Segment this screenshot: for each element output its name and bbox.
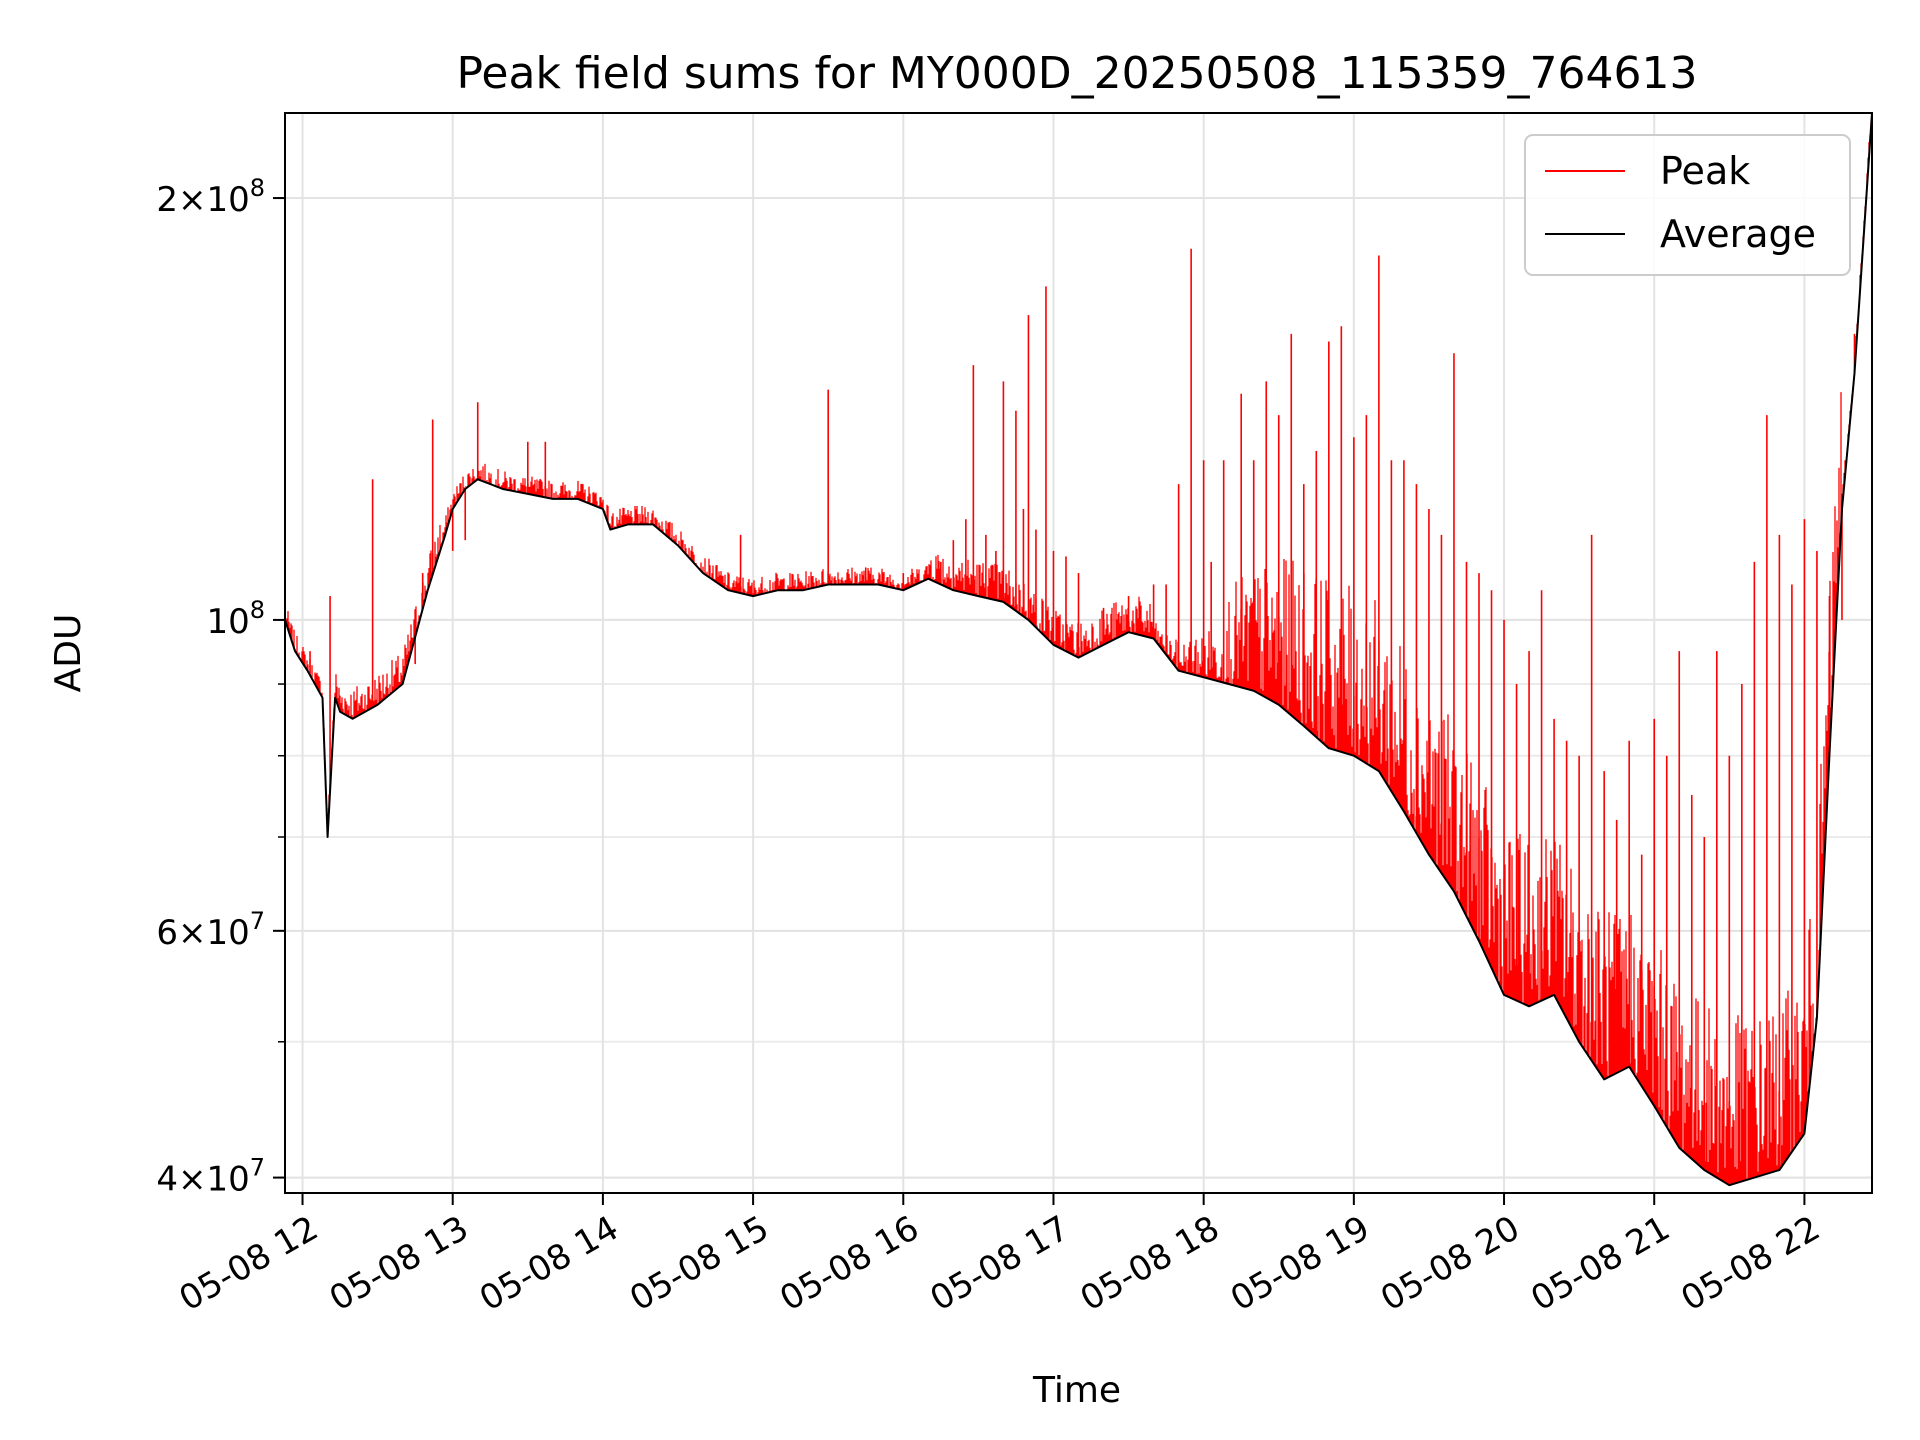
y-axis: 4×107 6×107 108 2×108 [156,174,285,1200]
legend: Peak Average [1524,134,1851,276]
x-axis-label: Time [1032,1370,1121,1411]
y-axis-label: ADU [48,614,89,693]
plot-frame [284,112,1873,1194]
y-tick-label: 108 [206,596,265,642]
chart-title: Peak field sums for MY000D_20250508_1153… [456,48,1697,99]
y-tick-label: 4×107 [156,1154,265,1200]
legend-peak-label: Peak [1660,149,1750,193]
y-tick-label: 6×107 [156,907,265,953]
y-tick-label: 2×108 [156,174,265,220]
peak-band [285,113,1872,1186]
average-line [285,113,1872,1187]
legend-average-label: Average [1660,212,1816,256]
series-layer [285,113,1872,1187]
